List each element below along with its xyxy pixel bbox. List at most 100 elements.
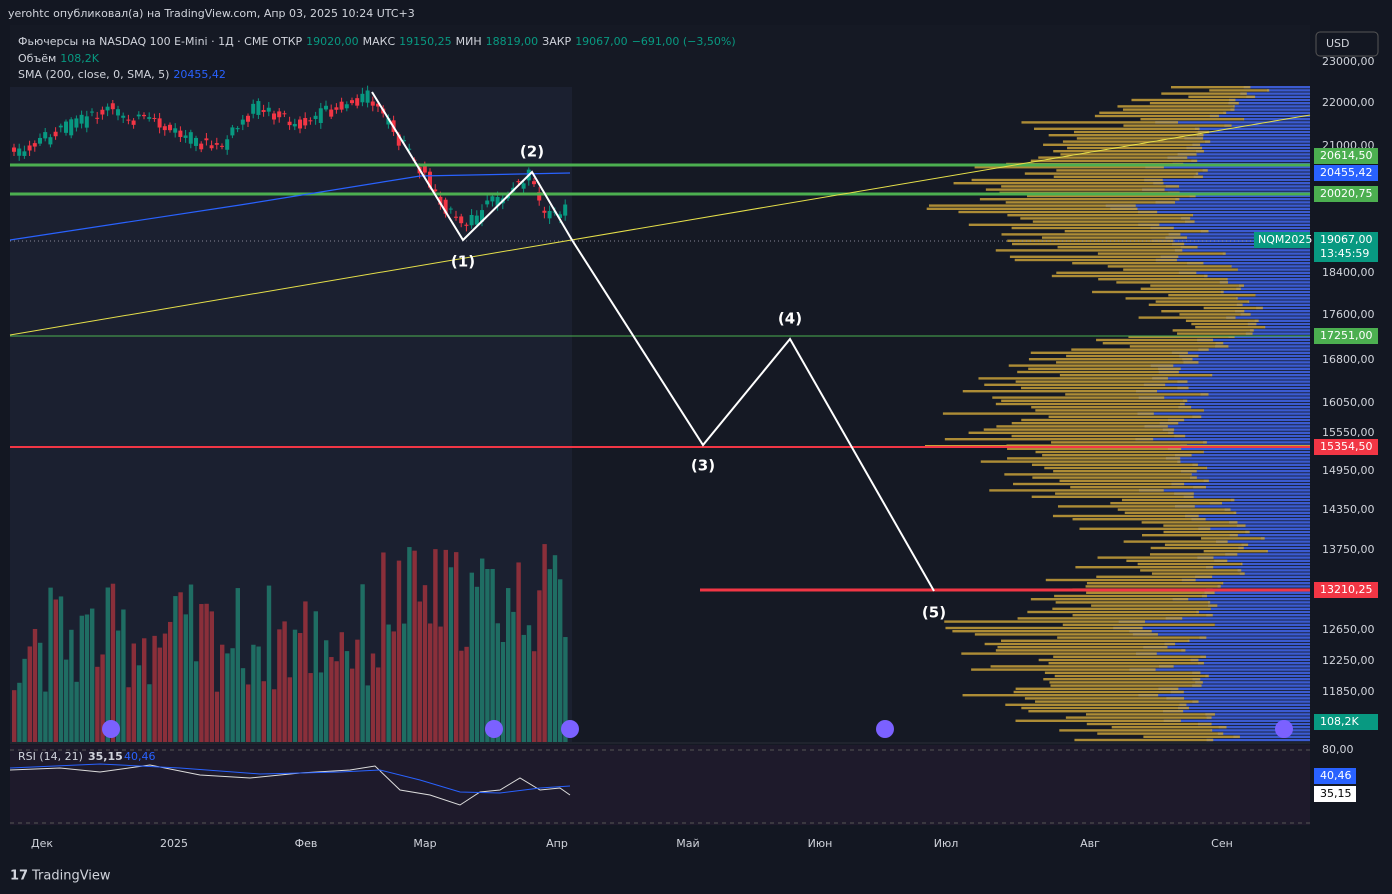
profile-row [1158, 687, 1310, 690]
volume-bar [220, 644, 225, 742]
profile-row [1178, 406, 1310, 409]
profile-row [1167, 447, 1310, 450]
event-icon[interactable] [102, 720, 120, 738]
volume-bar [495, 623, 500, 742]
volume-bar [313, 611, 318, 742]
rsi-value: 35,15 [88, 750, 123, 763]
profile-row [1226, 278, 1310, 281]
profile-row [1062, 623, 1215, 626]
profile-row [978, 377, 1168, 380]
profile-row [1219, 281, 1310, 284]
profile-row [979, 198, 1180, 201]
profile-row [1198, 348, 1310, 351]
profile-row [1086, 582, 1224, 585]
candle-body [121, 115, 126, 118]
profile-row [1105, 204, 1310, 207]
time-axis-label: Июл [934, 837, 959, 850]
profile-row [1178, 706, 1310, 710]
profile-row [1071, 348, 1209, 351]
currency-button[interactable] [1315, 31, 1379, 57]
candle-body [69, 119, 74, 136]
profile-row [1192, 143, 1310, 146]
candle-body [386, 118, 391, 125]
profile-row [1237, 268, 1310, 271]
profile-row [1202, 169, 1310, 172]
profile-row [1059, 374, 1213, 377]
profile-row [1203, 550, 1268, 553]
profile-row [1188, 95, 1256, 98]
price-badge-text: 20614,50 [1320, 149, 1373, 162]
profile-row [1035, 450, 1204, 454]
profile-row [1052, 607, 1211, 610]
profile-row [1140, 569, 1242, 572]
profile-row [1208, 604, 1310, 607]
profile-row [1174, 434, 1310, 438]
candle-body [230, 127, 235, 136]
profile-row [1123, 268, 1238, 271]
candle-body [334, 107, 339, 110]
event-icons [102, 720, 1293, 738]
event-icon[interactable] [876, 720, 894, 738]
profile-row [1076, 137, 1204, 140]
profile-row [1092, 290, 1224, 294]
volume-bar [38, 642, 43, 742]
price-axis-label: 15550,00 [1322, 426, 1375, 439]
profile-row [1192, 415, 1310, 418]
profile-row [1214, 623, 1310, 626]
profile-row [1097, 556, 1214, 559]
profile-row [1017, 370, 1179, 374]
volume-bar [448, 567, 454, 742]
volume-bar [360, 584, 365, 742]
profile-row [1054, 594, 1208, 598]
candle-body [116, 109, 120, 116]
profile-row [1149, 102, 1239, 105]
profile-row [1135, 390, 1310, 393]
profile-row [1195, 575, 1310, 578]
profile-row [1162, 428, 1310, 431]
volume-bar [324, 640, 329, 742]
candle-body [157, 118, 162, 128]
price-badge-text: 15354,50 [1320, 440, 1373, 453]
profile-row [961, 652, 1157, 655]
profile-row [984, 642, 1176, 646]
profile-row [1189, 476, 1310, 479]
profile-row [1243, 118, 1310, 121]
legend-text: ЗАКР [542, 35, 571, 48]
event-icon[interactable] [561, 720, 579, 738]
profile-row [1158, 367, 1310, 370]
profile-row [997, 646, 1168, 649]
time-axis-label: Авг [1080, 837, 1100, 850]
profile-row [1041, 236, 1188, 239]
profile-row [1206, 566, 1310, 569]
profile-row [1168, 431, 1310, 434]
candle-body [32, 143, 37, 147]
event-icon[interactable] [1275, 720, 1293, 738]
profile-row [1137, 412, 1310, 415]
event-icon[interactable] [485, 720, 503, 738]
profile-row [995, 649, 1186, 652]
countdown: 13:45:59 [1320, 247, 1369, 260]
volume-bar [64, 659, 69, 742]
profile-row [1007, 447, 1182, 450]
profile-row [1160, 255, 1310, 258]
currency: USD [1326, 37, 1350, 50]
time-axis-label: Сен [1211, 837, 1233, 850]
profile-row [996, 425, 1168, 428]
volume-bar [178, 592, 183, 742]
trend-line [9, 114, 1311, 336]
profile-row [1148, 303, 1243, 306]
profile-row [1138, 694, 1310, 697]
profile-row [1179, 703, 1310, 706]
profile-row [1218, 726, 1310, 729]
profile-row [1172, 598, 1310, 601]
volume-bar [329, 657, 334, 742]
profile-row [1129, 345, 1229, 348]
profile-row [1015, 719, 1181, 722]
candle-body [287, 121, 292, 126]
profile-row [1245, 332, 1310, 335]
profile-row [1034, 127, 1200, 130]
profile-row [1031, 495, 1194, 498]
profile-row [1240, 92, 1310, 95]
profile-row [1150, 364, 1310, 367]
volume-bar [511, 611, 516, 742]
